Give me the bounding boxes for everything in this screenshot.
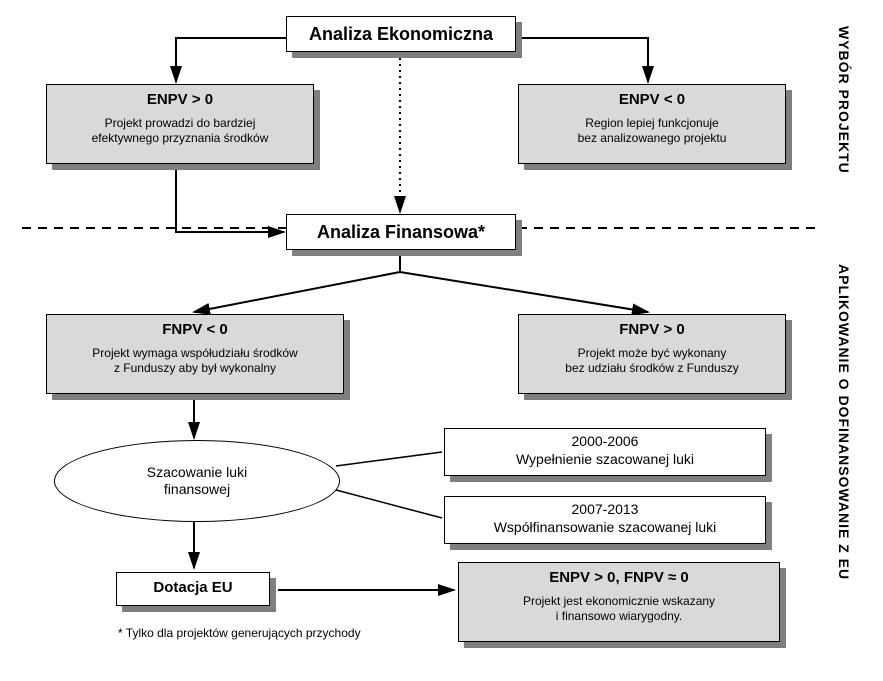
title: FNPV < 0 xyxy=(57,321,333,340)
node-enpv-lt0: ENPV < 0 Region lepiej funkcjonuje bez a… xyxy=(518,84,786,164)
title: Analiza Ekonomiczna xyxy=(297,23,505,46)
node-analiza-ekonomiczna: Analiza Ekonomiczna xyxy=(286,16,516,52)
subtitle: Projekt wymaga współudziału środków z Fu… xyxy=(57,346,333,376)
node-fnpv-lt0: FNPV < 0 Projekt wymaga współudziału śro… xyxy=(46,314,344,394)
title: ENPV > 0, FNPV ≈ 0 xyxy=(469,569,769,588)
title: Analiza Finansowa* xyxy=(297,221,505,244)
subtitle: Projekt jest ekonomicznie wskazany i fin… xyxy=(469,594,769,624)
subtitle: Projekt może być wykonany bez udziału śr… xyxy=(529,346,775,376)
title: Dotacja EU xyxy=(127,579,259,598)
title: Szacowanie luki finansowej xyxy=(147,464,247,499)
title: 2007-2013 xyxy=(449,501,761,519)
footnote: * Tylko dla projektów generujących przyc… xyxy=(118,626,361,640)
node-dotacja-eu: Dotacja EU xyxy=(116,572,270,606)
title: ENPV < 0 xyxy=(529,91,775,110)
title: ENPV > 0 xyxy=(57,91,303,110)
subtitle: Projekt prowadzi do bardziej efektywnego… xyxy=(57,116,303,146)
title: 2000-2006 xyxy=(449,433,761,451)
node-final: ENPV > 0, FNPV ≈ 0 Projekt jest ekonomic… xyxy=(458,562,780,642)
node-luka-finansowa: Szacowanie luki finansowej xyxy=(54,440,340,522)
side-label-bottom: APLIKOWANIE O DOFINANSOWANIE Z EU xyxy=(836,264,852,584)
node-2007-2013: 2007-2013 Współfinansowanie szacowanej l… xyxy=(444,496,766,544)
node-analiza-finansowa: Analiza Finansowa* xyxy=(286,214,516,250)
title: FNPV > 0 xyxy=(529,321,775,340)
node-enpv-gt0: ENPV > 0 Projekt prowadzi do bardziej ef… xyxy=(46,84,314,164)
node-2000-2006: 2000-2006 Wypełnienie szacowanej luki xyxy=(444,428,766,476)
diagram-canvas: Analiza Ekonomiczna ENPV > 0 Projekt pro… xyxy=(0,0,883,681)
side-label-top: WYBÓR PROJEKTU xyxy=(836,26,852,196)
subtitle: Region lepiej funkcjonuje bez analizowan… xyxy=(529,116,775,146)
subtitle: Wypełnienie szacowanej luki xyxy=(449,451,761,469)
subtitle: Współfinansowanie szacowanej luki xyxy=(449,519,761,537)
node-fnpv-gt0: FNPV > 0 Projekt może być wykonany bez u… xyxy=(518,314,786,394)
